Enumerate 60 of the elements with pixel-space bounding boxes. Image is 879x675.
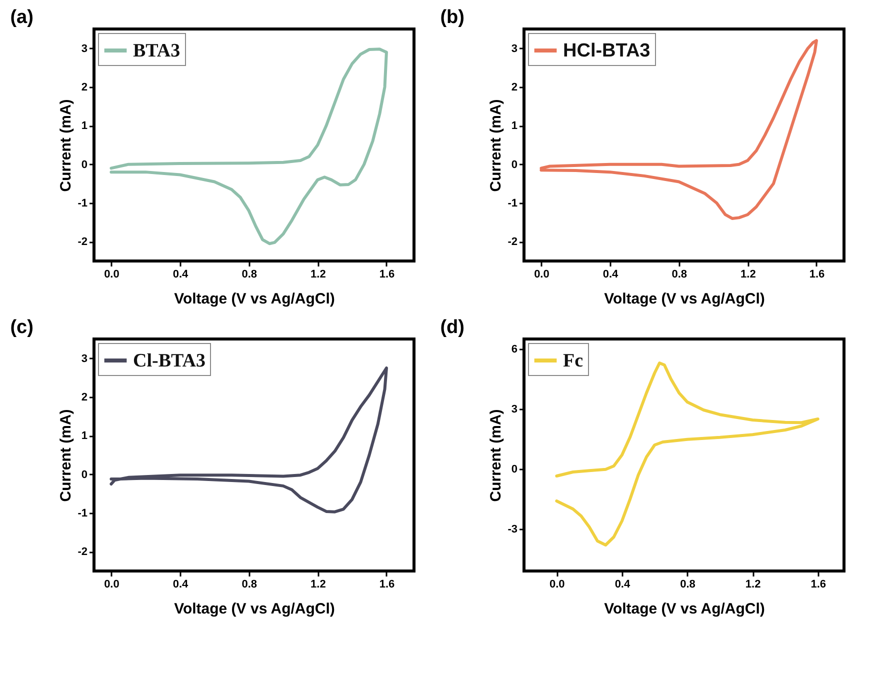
y-tick-label: 0: [511, 464, 518, 476]
x-axis-title: Voltage (V vs Ag/AgCl): [604, 290, 765, 308]
line-series: [540, 39, 818, 220]
y-axis-title: Current (mA): [488, 409, 505, 502]
y-tick-label: 3: [511, 404, 518, 416]
y-tick-label: 1: [511, 120, 518, 132]
line-series: [110, 366, 388, 514]
y-tick-label: 2: [81, 392, 88, 404]
y-tick-label: -2: [78, 546, 88, 558]
x-tick-label: 1.6: [379, 268, 395, 280]
y-tick-label: 3: [81, 352, 88, 365]
x-tick-label: 1.2: [745, 578, 761, 590]
x-tick-label: 0.8: [672, 268, 687, 280]
x-tick-label: 1.2: [310, 268, 326, 280]
y-tick-label: 3: [511, 42, 518, 55]
x-tick-label: 0.8: [242, 578, 257, 590]
y-tick-label: 3: [81, 42, 88, 55]
chart-title: (d): [440, 317, 464, 338]
y-tick-label: -1: [78, 508, 88, 520]
y-tick-label: -2: [508, 236, 518, 248]
chart-title: (b): [440, 7, 464, 28]
y-tick-label: -2: [78, 236, 88, 248]
x-tick-label: 0.8: [242, 268, 257, 280]
y-axis-title: Current (mA): [488, 99, 505, 192]
chart-title: (c): [10, 317, 34, 338]
legend-label: Cl-BTA3: [133, 350, 206, 372]
y-tick-label: -1: [508, 198, 518, 210]
x-axis-title: Voltage (V vs Ag/AgCl): [604, 600, 765, 618]
y-tick-label: 1: [81, 430, 88, 442]
legend-label: Fc: [563, 350, 584, 372]
x-tick-label: 0.8: [680, 578, 696, 590]
x-tick-label: 1.6: [379, 578, 395, 590]
x-tick-label: 0.0: [104, 268, 120, 280]
y-tick-label: -3: [508, 524, 518, 536]
y-tick-label: 0: [511, 158, 518, 171]
x-axis-title: Voltage (V vs Ag/AgCl): [174, 290, 335, 308]
x-tick-label: 0.0: [550, 578, 565, 590]
x-tick-label: 0.0: [534, 268, 550, 280]
y-tick-label: 6: [511, 344, 518, 356]
x-tick-label: 1.2: [310, 578, 326, 590]
legend-label: BTA3: [133, 40, 180, 62]
y-tick-label: 2: [511, 82, 518, 94]
y-tick-label: -1: [78, 198, 88, 210]
y-tick-label: 0: [81, 158, 88, 171]
x-axis-title: Voltage (V vs Ag/AgCl): [174, 600, 335, 618]
x-tick-label: 1.2: [740, 268, 756, 280]
x-tick-label: 1.6: [810, 578, 826, 590]
x-tick-label: 0.4: [172, 578, 190, 590]
y-tick-label: 1: [81, 120, 88, 132]
y-tick-label: 0: [81, 468, 88, 481]
x-tick-label: 0.4: [172, 268, 190, 280]
x-tick-label: 0.4: [602, 268, 620, 280]
x-tick-label: 0.0: [104, 578, 120, 590]
chart-title: (a): [10, 7, 34, 28]
x-tick-label: 1.6: [809, 268, 825, 280]
legend-label: HCl-BTA3: [563, 40, 650, 62]
y-axis-title: Current (mA): [58, 99, 75, 192]
y-axis-title: Current (mA): [58, 409, 75, 502]
y-tick-label: 2: [81, 82, 88, 94]
x-tick-label: 0.4: [614, 578, 631, 590]
